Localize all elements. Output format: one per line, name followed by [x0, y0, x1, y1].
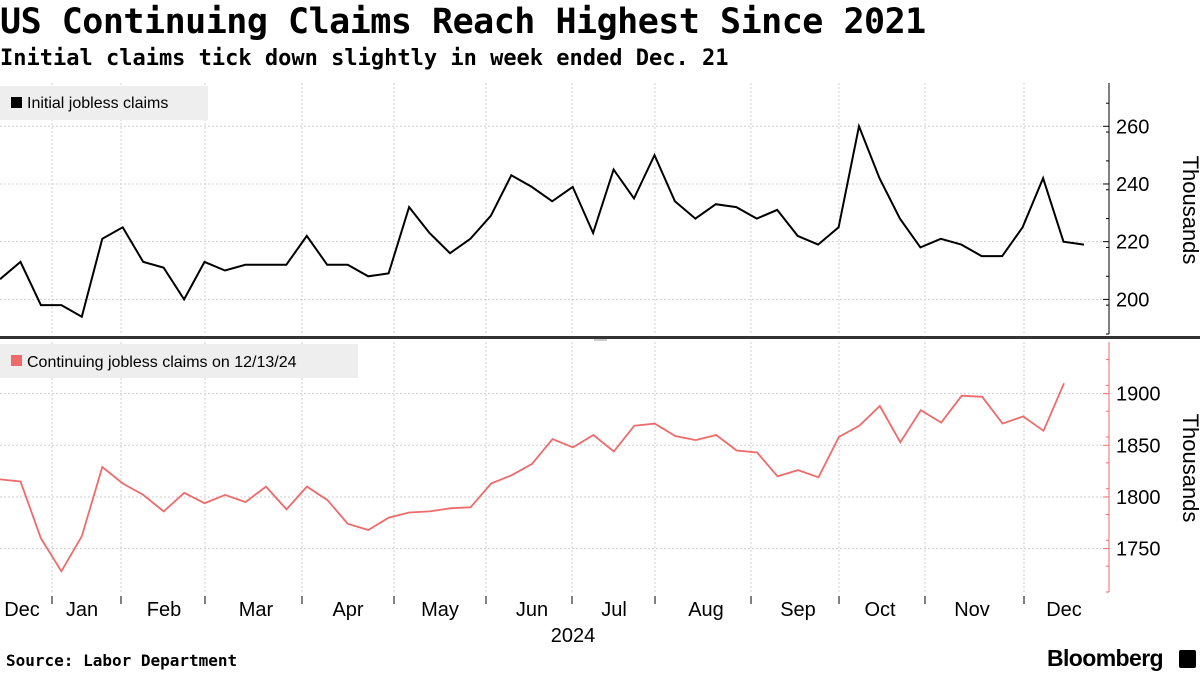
x-tick-label: Nov — [954, 599, 990, 621]
x-tick-label: Dec — [1046, 599, 1082, 621]
legend-label-initial: Initial jobless claims — [27, 95, 168, 112]
series-layer — [0, 122, 1085, 574]
x-tick-label: Mar — [239, 599, 274, 621]
y-tick-label: 1850 — [1116, 435, 1161, 457]
chart-title: US Continuing Claims Reach Highest Since… — [0, 2, 926, 42]
x-tick-label: Oct — [864, 599, 896, 621]
source-note: Source: Labor Department — [6, 651, 238, 670]
y-tick-label: 1750 — [1116, 539, 1161, 561]
x-tick-label: Jul — [601, 599, 627, 621]
x-tick-label: Sep — [780, 599, 816, 621]
x-tick-label: Feb — [147, 599, 181, 621]
bloomberg-mark-icon — [1179, 650, 1196, 668]
chart-subtitle: Initial claims tick down slightly in wee… — [0, 46, 729, 71]
legend-swatch-initial — [11, 97, 22, 108]
series-line-initial-claims — [0, 122, 1085, 319]
y-axis-label-initial: Thousands — [1178, 156, 1200, 265]
x-tick-label: Jan — [66, 599, 98, 621]
y-tick-label: 260 — [1116, 116, 1149, 138]
x-tick-label: Dec — [4, 599, 40, 621]
x-tick-label: Jun — [516, 599, 548, 621]
legend-box-initial — [0, 86, 208, 120]
x-tick-label: Aug — [688, 599, 724, 621]
series-line-continuing-claims — [0, 382, 1065, 574]
bloomberg-logo: Bloomberg — [1047, 645, 1164, 671]
y-tick-label: 240 — [1116, 174, 1149, 196]
y-tick-label: 1900 — [1116, 384, 1161, 406]
legend-box-continuing — [0, 344, 358, 378]
x-tick-label: Apr — [332, 599, 363, 621]
legend-swatch-continuing — [11, 355, 22, 366]
y-tick-label: 200 — [1116, 289, 1149, 311]
y-axis-label-continuing: Thousands — [1178, 414, 1200, 523]
ticks-layer: 200 220 240 260 1750 1800 1850 1900 — [1103, 102, 1161, 593]
y-tick-label: 220 — [1116, 232, 1149, 254]
x-tick-label: May — [421, 599, 459, 621]
x-axis: Dec Jan Feb Mar Apr May Jun Jul Aug Sep Oct Nov Dec — [4, 596, 1082, 621]
panel-divider — [0, 336, 1200, 339]
legend-label-continuing: Continuing jobless claims on 12/13/24 — [27, 354, 297, 371]
x-axis-year-label: 2024 — [551, 625, 596, 647]
y-tick-label: 1800 — [1116, 487, 1161, 509]
